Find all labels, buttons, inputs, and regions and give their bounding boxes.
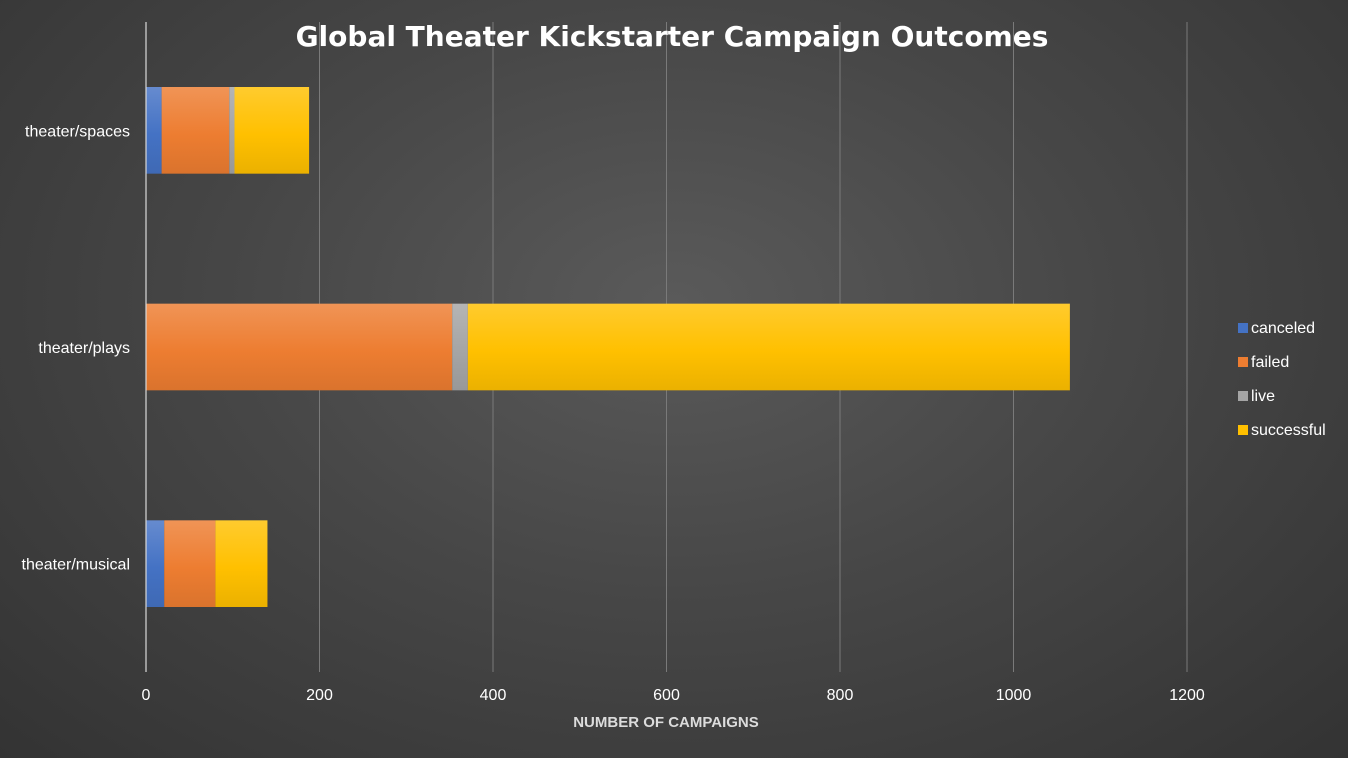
legend-swatch-successful <box>1238 425 1248 435</box>
x-tick-1000: 1000 <box>996 687 1032 704</box>
x-axis-title: NUMBER OF CAMPAIGNS <box>573 714 759 731</box>
x-tick-0: 0 <box>142 687 151 704</box>
bar-theater-musical-successful <box>215 520 268 607</box>
legend-label-failed: failed <box>1251 354 1289 371</box>
category-label-theater-plays: theater/plays <box>38 340 130 357</box>
bar-theater-musical-canceled <box>146 520 165 607</box>
legend: canceled failed live successful <box>1238 320 1326 439</box>
legend-label-live: live <box>1251 388 1275 405</box>
bar-theater-spaces-successful <box>234 87 310 174</box>
bar-theater-plays-successful <box>467 303 1070 391</box>
bar-theater-musical-failed <box>164 520 216 607</box>
legend-label-canceled: canceled <box>1251 320 1315 337</box>
bar-theater-spaces-live <box>229 87 235 174</box>
bar-theater-spaces-canceled <box>146 87 162 174</box>
x-tick-labels: 0 200 400 600 800 1000 1200 <box>142 687 1205 704</box>
x-tick-600: 600 <box>653 687 680 704</box>
legend-swatch-live <box>1238 391 1248 401</box>
bar-theater-spaces-failed <box>161 87 230 174</box>
x-tick-800: 800 <box>827 687 854 704</box>
x-tick-200: 200 <box>306 687 333 704</box>
legend-label-successful: successful <box>1251 422 1326 439</box>
category-label-theater-musical: theater/musical <box>22 557 131 574</box>
bar-theater-plays-failed <box>146 303 453 391</box>
category-labels: theater/musical theater/plays theater/spac… <box>22 123 131 573</box>
legend-swatch-failed <box>1238 357 1248 367</box>
bar-theater-plays-live <box>452 303 468 391</box>
bars <box>146 87 1070 607</box>
category-label-theater-spaces: theater/spaces <box>25 123 130 140</box>
x-tick-1200: 1200 <box>1169 687 1205 704</box>
x-tick-400: 400 <box>480 687 507 704</box>
chart-title: Global Theater Kickstarter Campaign Outc… <box>296 20 1049 53</box>
legend-swatch-canceled <box>1238 323 1248 333</box>
